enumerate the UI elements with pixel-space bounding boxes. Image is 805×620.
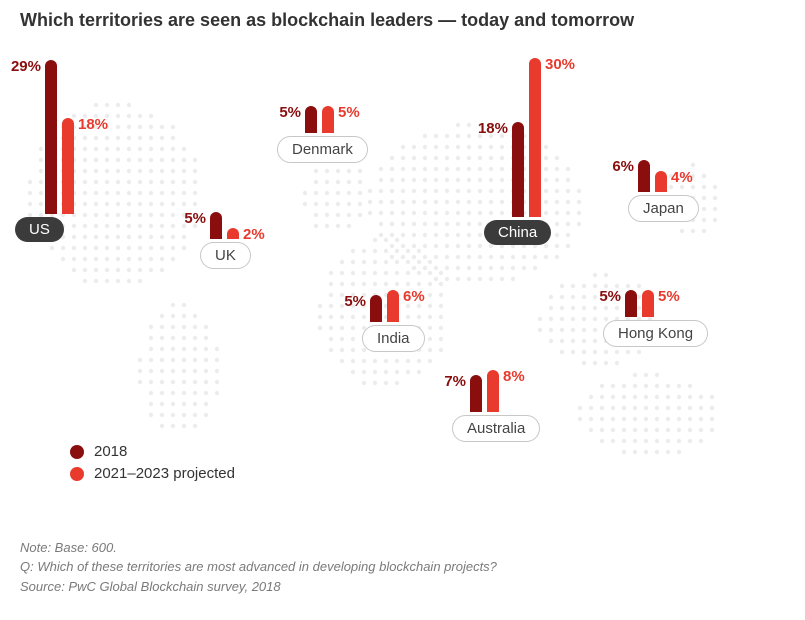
- footer-question: Q: Which of these territories are most a…: [20, 557, 497, 577]
- pct-2018: 6%: [612, 158, 634, 175]
- territory-hongkong: 5% 5% Hong Kong: [625, 290, 708, 347]
- territory-denmark: 5% 5% Denmark: [305, 106, 368, 163]
- bar-projected: 4%: [655, 171, 667, 192]
- pct-2018: 5%: [599, 288, 621, 305]
- chart-title: Which territories are seen as blockchain…: [20, 10, 634, 31]
- world-map-backdrop: [20, 55, 785, 485]
- bar-2018: 5%: [625, 290, 637, 317]
- bar-projected: 5%: [642, 290, 654, 317]
- legend-label-2018: 2018: [94, 443, 127, 460]
- bar-projected: 6%: [387, 290, 399, 322]
- footer-note: Note: Base: 600.: [20, 538, 497, 558]
- pct-projected: 4%: [671, 169, 693, 186]
- pct-projected: 6%: [403, 288, 425, 305]
- territory-tag: India: [362, 325, 425, 352]
- bar-2018: 7%: [470, 375, 482, 412]
- footer-source: Source: PwC Global Blockchain survey, 20…: [20, 577, 497, 597]
- territory-bars: 6% 4%: [638, 160, 699, 192]
- territory-australia: 7% 8% Australia: [470, 370, 540, 442]
- pct-2018: 29%: [11, 58, 41, 75]
- territory-bars: 18% 30%: [512, 58, 551, 217]
- territory-tag: Hong Kong: [603, 320, 708, 347]
- pct-projected: 18%: [78, 116, 108, 133]
- territory-bars: 29% 18%: [45, 60, 74, 214]
- territory-bars: 5% 6%: [370, 290, 425, 322]
- bar-2018: 5%: [305, 106, 317, 133]
- bar-2018: 29%: [45, 60, 57, 214]
- territory-india: 5% 6% India: [370, 290, 425, 352]
- legend-item-projected: 2021–2023 projected: [70, 465, 235, 482]
- pct-projected: 8%: [503, 368, 525, 385]
- bar-2018: 5%: [370, 295, 382, 322]
- bar-2018: 6%: [638, 160, 650, 192]
- bar-2018: 5%: [210, 212, 222, 239]
- pct-2018: 5%: [184, 210, 206, 227]
- bar-projected: 2%: [227, 228, 239, 239]
- territory-uk: 5% 2% UK: [210, 212, 251, 269]
- bar-projected: 5%: [322, 106, 334, 133]
- territory-bars: 5% 2%: [210, 212, 251, 239]
- territory-tag: Japan: [628, 195, 699, 222]
- territory-tag: Denmark: [277, 136, 368, 163]
- bar-projected: 18%: [62, 118, 74, 213]
- territory-bars: 5% 5%: [625, 290, 708, 317]
- pct-projected: 5%: [338, 104, 360, 121]
- pct-projected: 5%: [658, 288, 680, 305]
- bar-projected: 8%: [487, 370, 499, 412]
- territory-bars: 7% 8%: [470, 370, 540, 412]
- territory-tag: China: [484, 220, 551, 245]
- legend-dot-icon: [70, 445, 84, 459]
- pct-projected: 30%: [545, 56, 575, 73]
- legend-item-2018: 2018: [70, 443, 235, 460]
- legend-label-projected: 2021–2023 projected: [94, 465, 235, 482]
- territory-tag: Australia: [452, 415, 540, 442]
- territory-china: 18% 30% China: [512, 58, 551, 245]
- territory-japan: 6% 4% Japan: [638, 160, 699, 222]
- pct-2018: 5%: [279, 104, 301, 121]
- bar-2018: 18%: [512, 122, 524, 217]
- footer-notes: Note: Base: 600. Q: Which of these terri…: [20, 538, 497, 597]
- legend: 2018 2021–2023 projected: [70, 438, 235, 487]
- pct-projected: 2%: [243, 226, 265, 243]
- territory-us: 29% 18% US: [45, 60, 74, 242]
- pct-2018: 7%: [444, 373, 466, 390]
- pct-2018: 18%: [478, 120, 508, 137]
- pct-2018: 5%: [344, 293, 366, 310]
- legend-dot-icon: [70, 467, 84, 481]
- territory-tag: US: [15, 217, 64, 242]
- territory-tag: UK: [200, 242, 251, 269]
- bar-projected: 30%: [529, 58, 541, 217]
- territory-bars: 5% 5%: [305, 106, 368, 133]
